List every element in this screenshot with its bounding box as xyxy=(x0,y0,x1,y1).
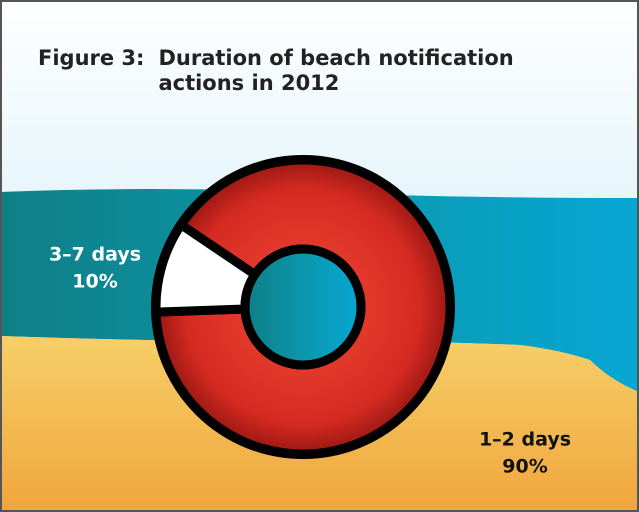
figure-label: Figure 3: xyxy=(38,46,144,96)
value-label: 90% xyxy=(502,456,547,478)
value-label: 10% xyxy=(72,271,117,293)
hole xyxy=(245,249,361,365)
category-label: 1–2 days xyxy=(479,429,571,451)
page: 1–2 days 90% 3–7 days 10% Figure 3: Duratio… xyxy=(0,0,639,512)
chart-title: Duration of beach notification actions i… xyxy=(158,46,578,96)
category-label: 3–7 days xyxy=(49,244,141,266)
title-block: Figure 3: Duration of beach notification… xyxy=(38,46,578,96)
